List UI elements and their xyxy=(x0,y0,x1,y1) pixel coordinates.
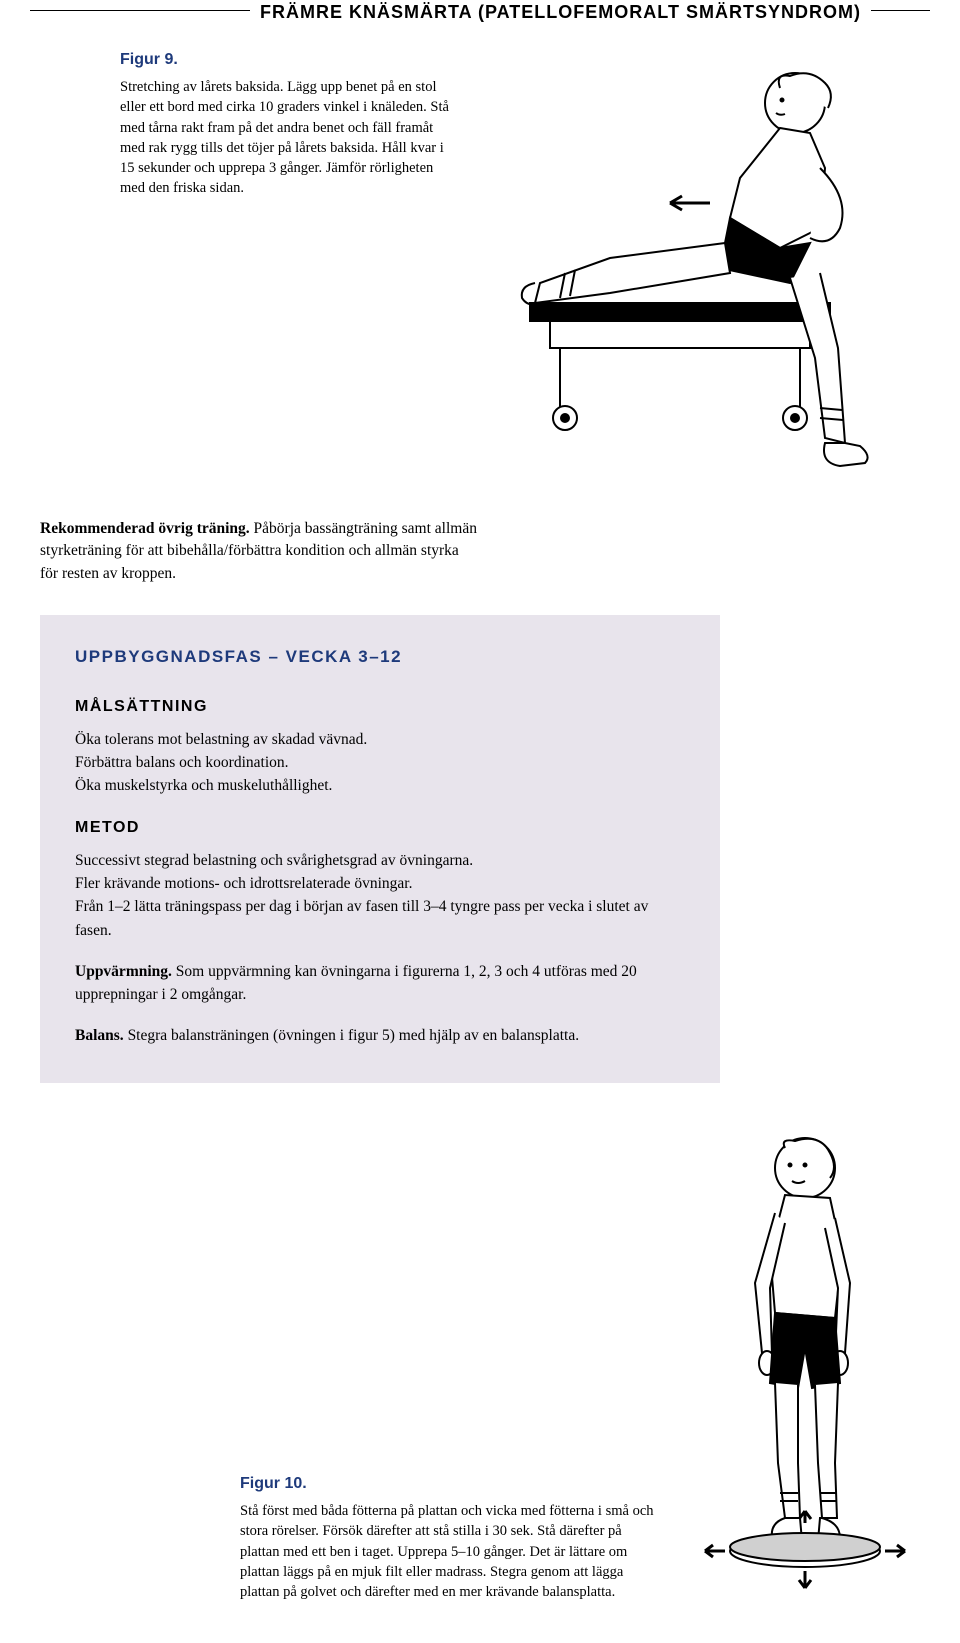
figure-9-row: Figur 9. Stretching av lårets baksida. L… xyxy=(40,48,920,478)
figure-10-text: Figur 10. Stå först med båda fötterna på… xyxy=(240,1472,660,1603)
recommendation-block: Rekommenderad övrig träning. Påbörja bas… xyxy=(40,518,480,585)
figure-10-caption: Stå först med båda fötterna på plattan o… xyxy=(240,1501,660,1602)
page-header-title: FRÄMRE KNÄSMÄRTA (PATELLOFEMORALT SMÄRTS… xyxy=(250,0,871,25)
figure-9-text: Figur 9. Stretching av lårets baksida. L… xyxy=(120,48,480,478)
warmup-lead: Uppvärmning. xyxy=(75,963,172,980)
balance-lead: Balans. xyxy=(75,1027,124,1044)
goal-heading: MÅLSÄTTNING xyxy=(75,695,685,718)
figure-9-caption: Stretching av lårets baksida. Lägg upp b… xyxy=(120,77,460,199)
balance-paragraph: Balans. Stegra balansträningen (övningen… xyxy=(75,1024,685,1047)
phase-title: UPPBYGGNADSFAS – VECKA 3–12 xyxy=(75,645,685,670)
page-content: Figur 9. Stretching av lårets baksida. L… xyxy=(0,38,960,1643)
figure-9-illustration xyxy=(480,48,900,478)
goal-line-2: Förbättra balans och koordination. xyxy=(75,751,685,774)
figure-10-title: Figur 10. xyxy=(240,1472,660,1495)
phase-box: UPPBYGGNADSFAS – VECKA 3–12 MÅLSÄTTNING … xyxy=(40,615,720,1083)
method-line-1: Successivt stegrad belastning och svårig… xyxy=(75,849,685,872)
balance-body: Stegra balansträningen (övningen i figur… xyxy=(124,1027,579,1044)
figure-10-illustration xyxy=(690,1123,920,1603)
recommendation-lead: Rekommenderad övrig träning. xyxy=(40,520,250,537)
figure-9-title: Figur 9. xyxy=(120,48,460,71)
figure-10-row: Figur 10. Stå först med båda fötterna på… xyxy=(40,1123,920,1603)
warmup-paragraph: Uppvärmning. Som uppvärmning kan övninga… xyxy=(75,960,685,1007)
goal-line-1: Öka tolerans mot belastning av skadad vä… xyxy=(75,728,685,751)
header-rule: FRÄMRE KNÄSMÄRTA (PATELLOFEMORALT SMÄRTS… xyxy=(30,10,930,38)
method-heading: METOD xyxy=(75,816,685,839)
goal-line-3: Öka muskelstyrka och muskeluthållighet. xyxy=(75,774,685,797)
method-line-3: Från 1–2 lätta träningspass per dag i bö… xyxy=(75,895,685,942)
method-line-2: Fler krävande motions- och idrottsrelate… xyxy=(75,872,685,895)
